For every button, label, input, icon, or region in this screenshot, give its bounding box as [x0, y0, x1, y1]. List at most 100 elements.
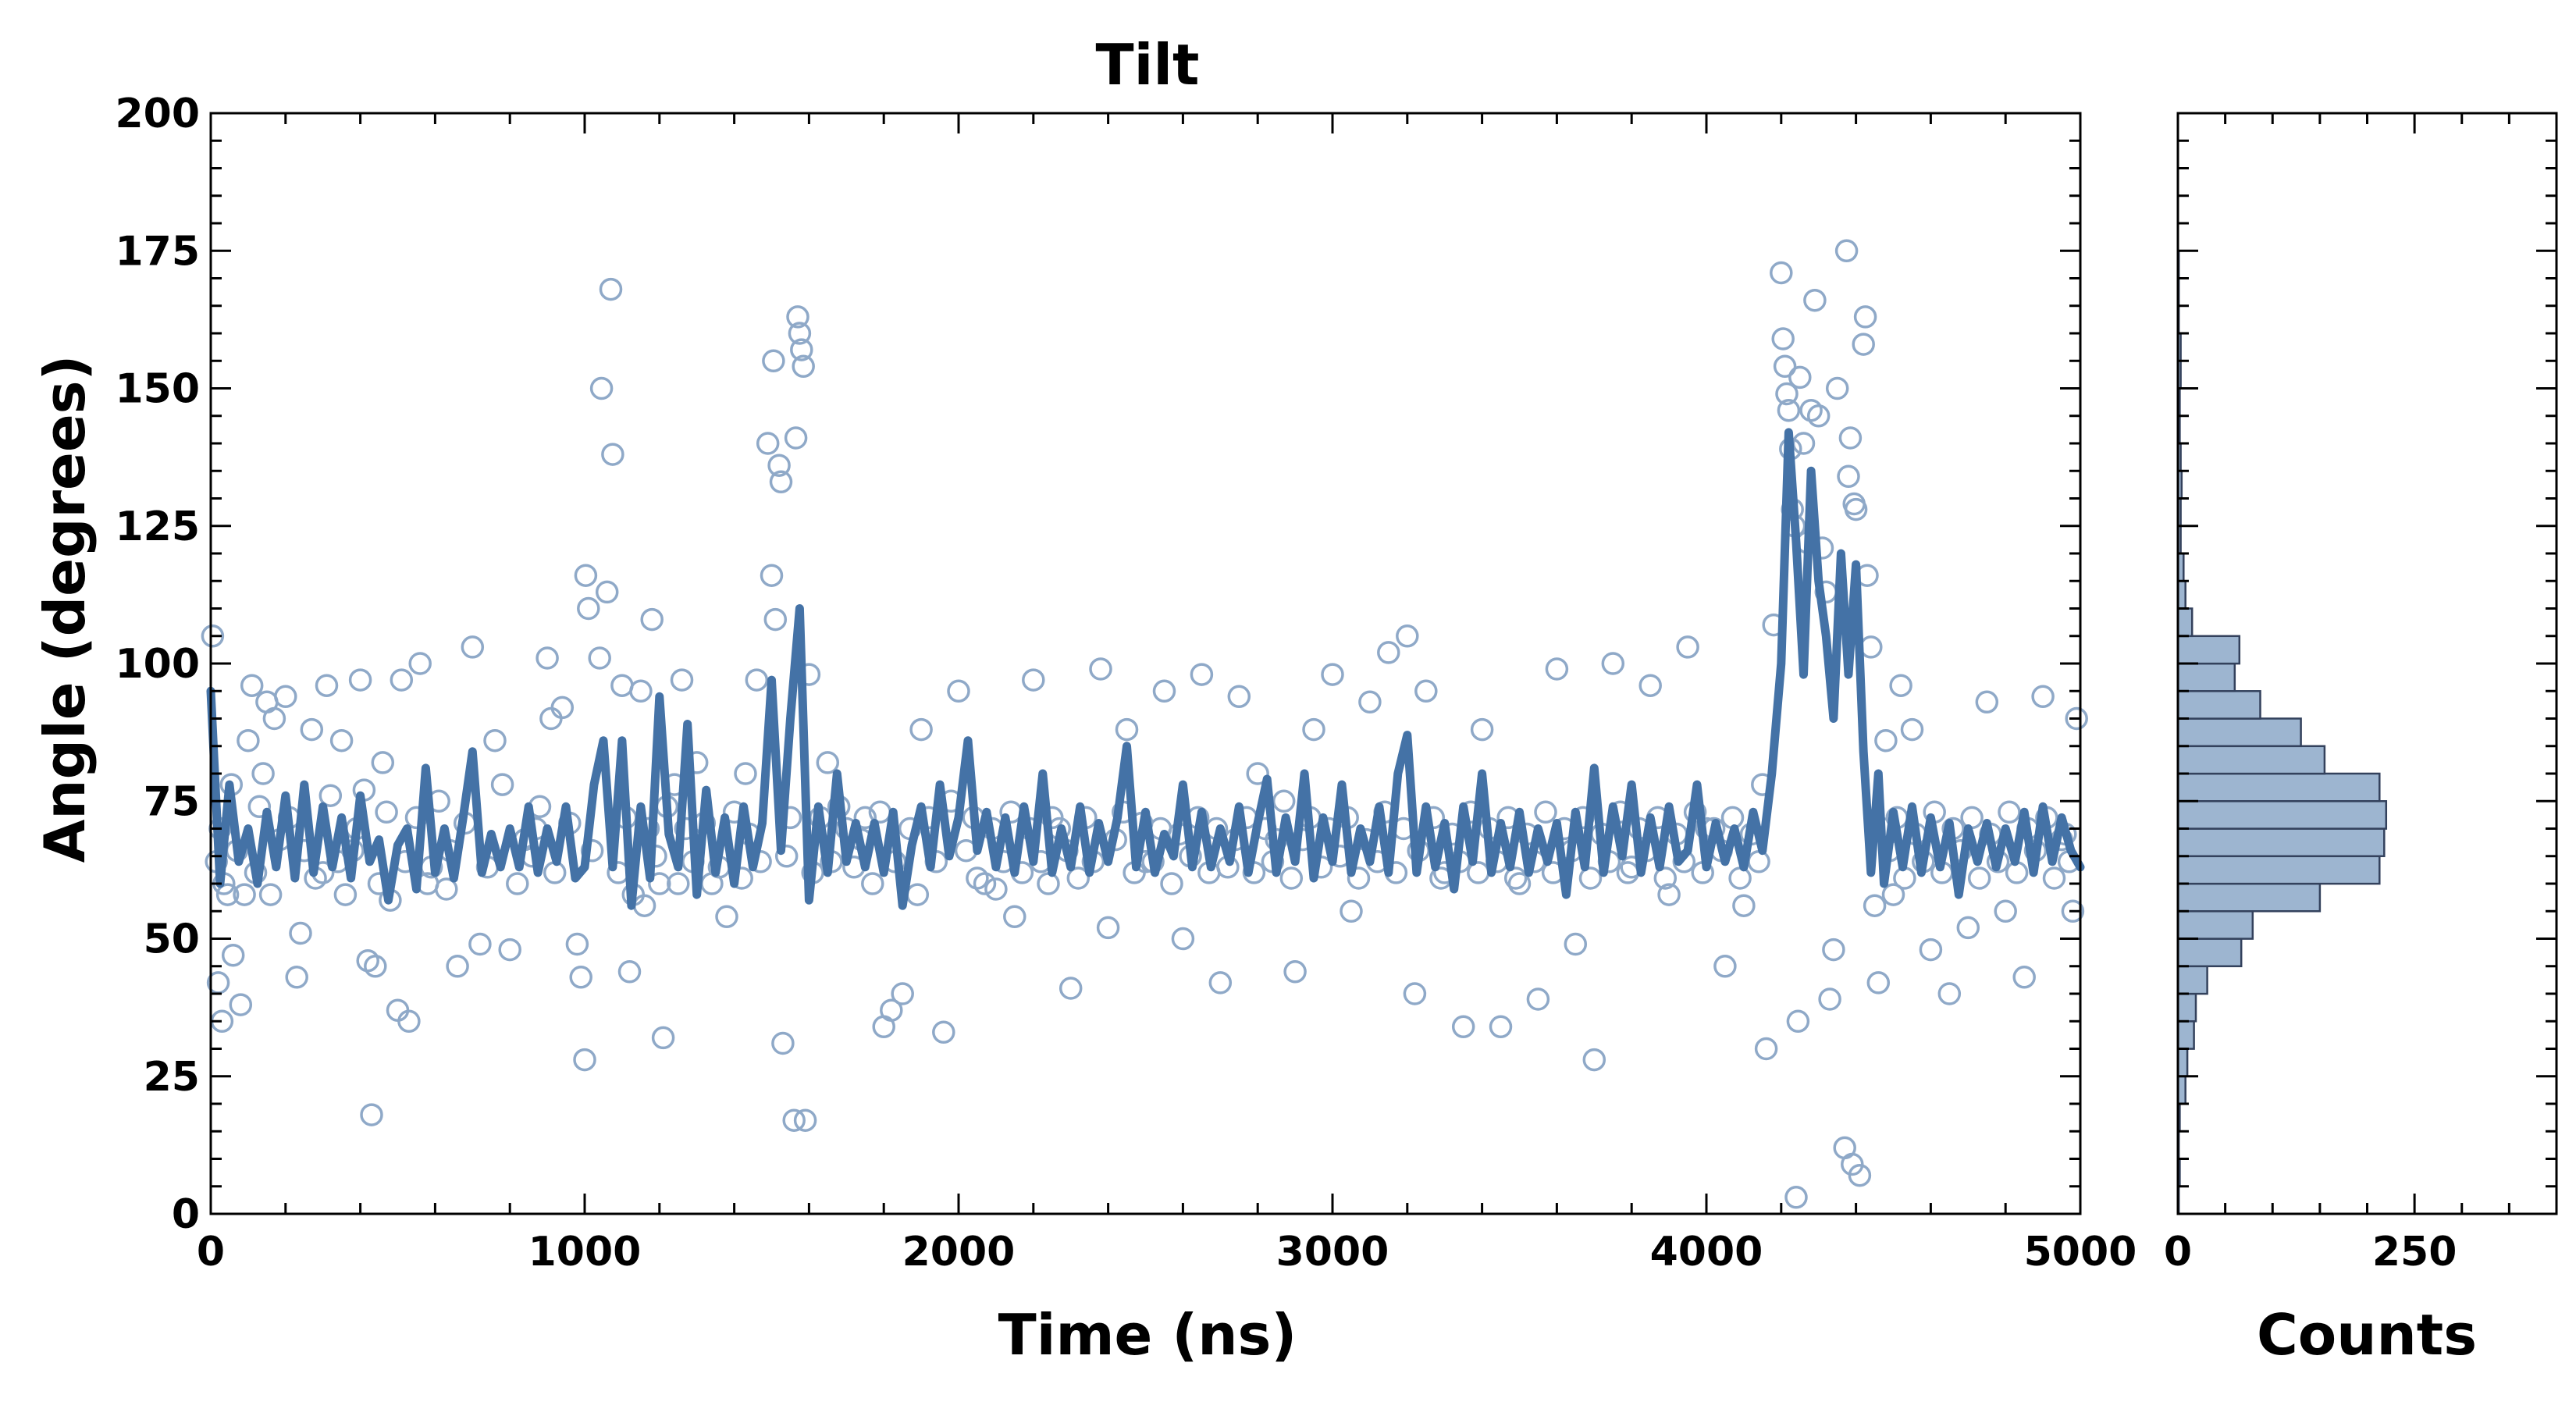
scatter-point [247, 795, 272, 819]
scatter-point [1791, 432, 1816, 455]
y-tick-label: 125 [115, 503, 200, 550]
scatter-point [1713, 955, 1737, 978]
scatter-point [1770, 261, 1793, 285]
scatter-point [648, 872, 671, 895]
scatter-point [891, 982, 914, 1005]
scatter-point [774, 845, 799, 868]
scatter-point [229, 993, 253, 1016]
scatter-point [535, 646, 559, 670]
scatter-point [1037, 872, 1060, 895]
histogram-bar [2176, 855, 2381, 885]
scatter-point [565, 932, 589, 956]
scatter-point [461, 635, 485, 659]
scatter-point [1784, 1186, 1808, 1209]
scatter-point [1208, 971, 1233, 994]
scatter-point [1534, 800, 1557, 824]
scatter-point [760, 564, 784, 587]
scatter-point [1837, 464, 1860, 489]
scatter-point [880, 998, 903, 1022]
scatter-point [909, 717, 933, 742]
histogram-x-axis-title: Counts [2257, 1302, 2477, 1368]
scatter-point [356, 948, 379, 973]
scatter-point [984, 877, 1008, 901]
scatter-point [1564, 932, 1588, 956]
scatter-point [1818, 987, 1841, 1011]
y-tick-label: 150 [115, 366, 200, 413]
scatter-point [318, 784, 343, 807]
scatter-point [1881, 883, 1905, 906]
y-tick-label: 50 [144, 916, 200, 963]
scatter-point [816, 751, 840, 774]
scatter-point [1889, 674, 1912, 697]
scatter-point [767, 454, 791, 477]
x-tick-label: 2000 [902, 1229, 1016, 1276]
histogram-bar [2176, 635, 2241, 665]
scatter-point [973, 872, 997, 895]
scatter-point [490, 773, 514, 796]
scatter-point [1967, 866, 1991, 890]
chart-title: Tilt [1096, 32, 1200, 98]
scatter-point [550, 696, 575, 720]
scatter-point [1773, 354, 1797, 379]
scatter-point [617, 960, 642, 984]
scatter-point [1732, 894, 1756, 917]
scatter-point [1900, 717, 1924, 742]
scatter-point [1676, 635, 1699, 659]
scatter-point [1775, 382, 1799, 406]
hist-x-tick-label: 0 [2164, 1229, 2192, 1276]
scatter-point [1358, 690, 1382, 714]
scatter-point [1066, 866, 1091, 890]
scatter-point [1803, 288, 1827, 312]
histogram-bar [2176, 800, 2388, 830]
scatter-point [734, 762, 757, 785]
y-tick-label: 175 [115, 228, 200, 275]
scatter-point [1160, 872, 1183, 895]
scatter-point [274, 685, 297, 709]
scatter-point [1507, 872, 1532, 895]
scatter-point [1838, 426, 1863, 450]
scatter-point [446, 955, 469, 978]
main-scatter-plot: 0 1000 2000 3000 4000 5000 0 25 50 75 100 125 150 175… [115, 91, 2137, 1276]
scatter-point [1470, 717, 1494, 742]
scatter-point [333, 883, 358, 906]
scatter-point [251, 762, 275, 785]
scatter-point [784, 426, 808, 450]
scatter-point [1171, 927, 1195, 951]
scatter-point [1096, 916, 1120, 940]
scatter-point [580, 838, 604, 863]
scatter-point [285, 966, 308, 989]
scatter-point [240, 674, 264, 697]
scatter-point [2061, 899, 2085, 923]
scatter-point [1414, 679, 1438, 703]
scatter-point [1866, 971, 1891, 994]
histogram-bar [2176, 1048, 2189, 1078]
scatter-point [483, 728, 507, 753]
scatter-point [1272, 789, 1296, 813]
scatter-point [215, 883, 240, 906]
scatter-point [237, 728, 260, 753]
scatter-point [1994, 899, 2017, 923]
scatter-point [1919, 938, 1943, 962]
scatter-point [771, 1031, 795, 1055]
scatter-point [1777, 398, 1801, 422]
scatter-point [667, 872, 690, 895]
scatter-point [258, 883, 283, 906]
scatter-point [853, 806, 877, 830]
scatter-point [1788, 365, 1812, 390]
scatter-point [1960, 806, 1984, 830]
scatter-point [756, 432, 780, 455]
scatter-point [1638, 674, 1662, 697]
counts-histogram: 0 250 [2164, 112, 2558, 1276]
scatter-point [574, 564, 598, 587]
scatter-point [1152, 679, 1176, 703]
scatter-point [1806, 404, 1831, 428]
scatter-point [569, 966, 592, 989]
histogram-bar [2176, 882, 2322, 913]
x-tick-label: 4000 [1650, 1229, 1763, 1276]
histogram-bar [2176, 745, 2326, 775]
scatter-point [539, 706, 563, 731]
scatter-point [2012, 966, 2036, 989]
y-tick-label: 200 [115, 91, 200, 137]
y-axis-title: Angle (degrees) [32, 355, 98, 863]
